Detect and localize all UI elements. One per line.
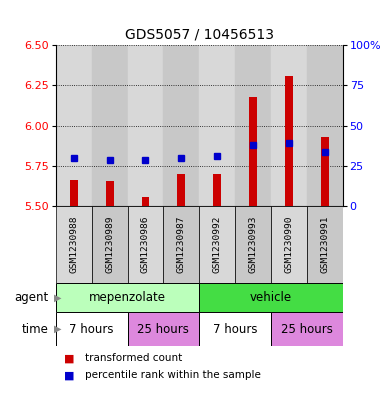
Bar [285,76,293,206]
Text: mepenzolate: mepenzolate [89,291,166,304]
Text: GSM1230990: GSM1230990 [285,216,293,274]
Bar [199,312,271,346]
Bar [142,196,149,206]
Text: GSM1230988: GSM1230988 [69,216,78,274]
Title: GDS5057 / 10456513: GDS5057 / 10456513 [125,27,274,41]
Text: vehicle: vehicle [250,291,292,304]
Bar [321,137,329,206]
Text: 7 hours: 7 hours [213,323,257,336]
Bar [127,312,199,346]
Text: GSM1230992: GSM1230992 [213,216,222,274]
Text: 25 hours: 25 hours [281,323,333,336]
Text: time: time [21,323,48,336]
Bar [271,45,307,206]
Text: ▶: ▶ [54,324,61,334]
Text: GSM1230987: GSM1230987 [177,216,186,274]
Bar [249,97,257,206]
Bar [92,206,127,283]
Bar [92,45,127,206]
Text: GSM1230989: GSM1230989 [105,216,114,274]
Bar [235,206,271,283]
Bar [105,180,114,206]
Text: GSM1230986: GSM1230986 [141,216,150,274]
Bar [56,206,92,283]
Bar [235,45,271,206]
Text: ▶: ▶ [54,293,61,303]
Text: agent: agent [14,291,48,304]
Bar [271,312,343,346]
Bar [307,206,343,283]
Text: ■: ■ [64,353,74,364]
Text: 25 hours: 25 hours [137,323,189,336]
Bar [199,45,235,206]
Bar [56,312,127,346]
Text: GSM1230993: GSM1230993 [248,216,258,274]
Bar [56,45,92,206]
Bar [70,180,78,206]
Bar [127,206,163,283]
Bar [213,174,221,206]
Text: percentile rank within the sample: percentile rank within the sample [85,370,261,380]
Bar [177,174,185,206]
Bar [199,283,343,312]
Text: 7 hours: 7 hours [69,323,114,336]
Bar [127,45,163,206]
Bar [271,206,307,283]
Bar [199,206,235,283]
Text: ■: ■ [64,370,74,380]
Bar [307,45,343,206]
Text: GSM1230991: GSM1230991 [320,216,329,274]
Bar [163,206,199,283]
Bar [56,283,199,312]
Bar [163,45,199,206]
Text: transformed count: transformed count [85,353,182,364]
